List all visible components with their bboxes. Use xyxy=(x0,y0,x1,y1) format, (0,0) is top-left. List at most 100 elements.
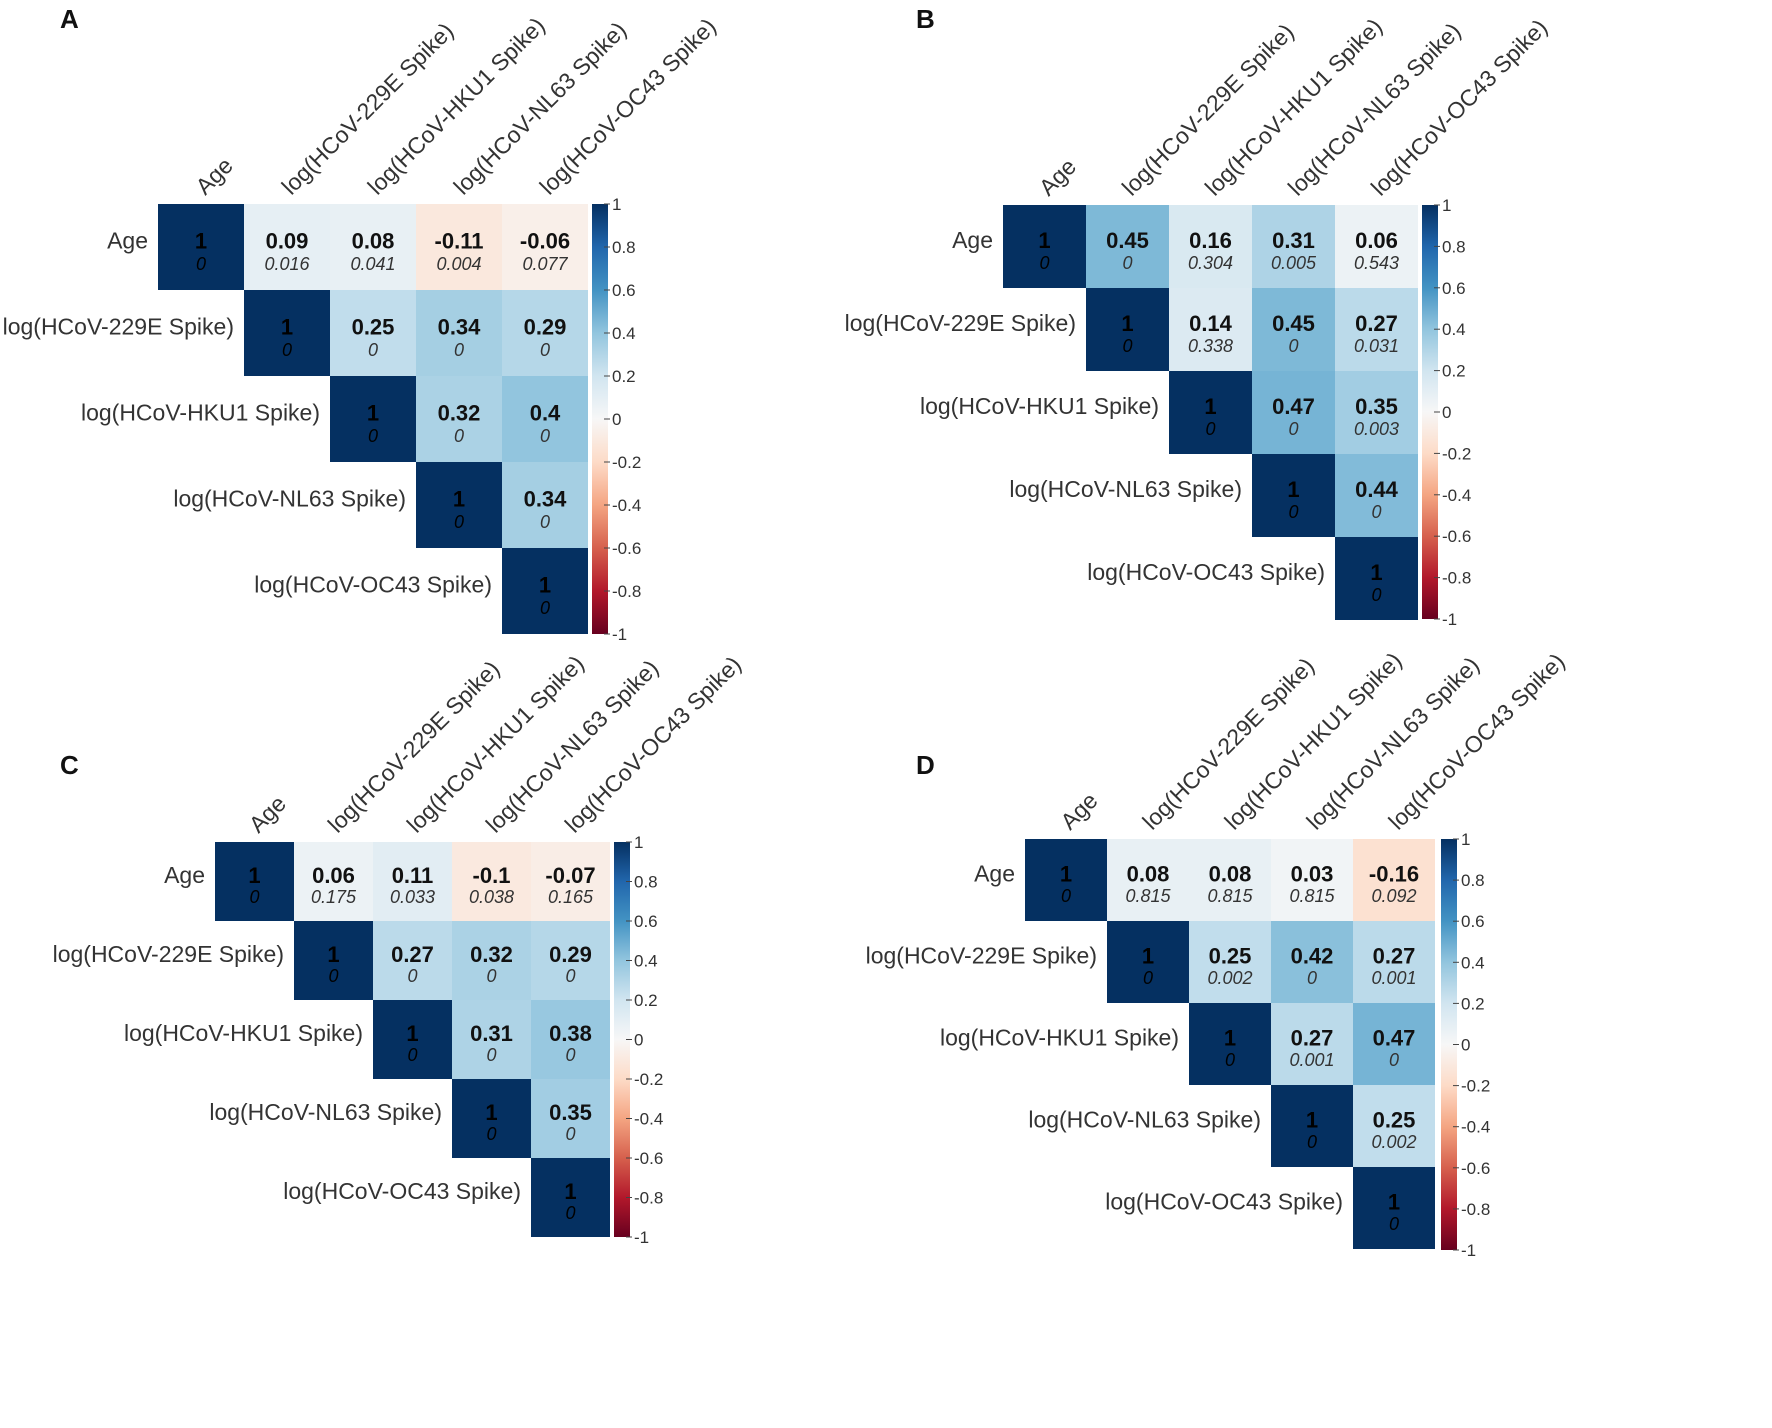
cell-value-label: 0.29 xyxy=(549,942,592,967)
cell-pvalue-label: 0.338 xyxy=(1188,336,1233,356)
cell-pvalue-label: 0 xyxy=(565,1203,575,1223)
row-label: log(HCoV-229E Spike) xyxy=(866,943,1097,969)
cell-value-label: 0.03 xyxy=(1291,862,1334,887)
cell-value-label: 0.31 xyxy=(470,1021,513,1046)
row-label: Age xyxy=(974,861,1015,887)
cell-value-label: -0.07 xyxy=(545,863,595,888)
cell-value-label: 0.47 xyxy=(1373,1026,1416,1051)
cell-pvalue-label: 0 xyxy=(1371,585,1381,605)
cell-value-label: 0.34 xyxy=(524,487,568,512)
cell-pvalue-label: 0 xyxy=(1371,502,1381,522)
heatmap-cell xyxy=(1271,1003,1353,1085)
cell-value-label: 1 xyxy=(1306,1108,1318,1133)
cell-pvalue-label: 0.002 xyxy=(1207,968,1252,988)
cell-pvalue-label: 0 xyxy=(1122,253,1132,273)
column-label: Age xyxy=(1034,153,1081,200)
heatmap-cell xyxy=(1335,454,1418,537)
cell-value-label: 0.27 xyxy=(1291,1026,1334,1051)
cell-value-label: 1 xyxy=(281,315,293,340)
cell-pvalue-label: 0 xyxy=(1039,253,1049,273)
row-label: log(HCoV-229E Spike) xyxy=(53,941,284,967)
colorbar-tick-label: 1 xyxy=(1442,196,1451,215)
colorbar-tick-label: 0.8 xyxy=(634,873,658,892)
column-label: Age xyxy=(190,152,237,199)
heatmap-cell xyxy=(1271,839,1353,921)
cell-pvalue-label: 0 xyxy=(454,426,464,446)
cell-pvalue-label: 0.002 xyxy=(1371,1132,1416,1152)
heatmap-cell xyxy=(531,1000,610,1079)
heatmap-cell xyxy=(373,842,452,921)
colorbar-tick-label: -0.8 xyxy=(634,1189,663,1208)
cell-value-label: 0.25 xyxy=(1209,944,1252,969)
colorbar-tick-label: -1 xyxy=(1461,1241,1476,1260)
cell-value-label: 0.08 xyxy=(352,229,395,254)
heatmap-a: 100.090.0160.080.041-0.110.004-0.060.077… xyxy=(3,12,721,644)
cell-value-label: 0.14 xyxy=(1189,311,1233,336)
cell-value-label: 1 xyxy=(367,401,379,426)
cell-pvalue-label: 0 xyxy=(328,966,338,986)
row-label: log(HCoV-229E Spike) xyxy=(845,310,1076,336)
heatmap-cell xyxy=(1086,205,1169,288)
heatmap-cell xyxy=(244,204,330,290)
cell-pvalue-label: 0 xyxy=(540,512,550,532)
heatmap-cell xyxy=(416,290,502,376)
colorbar-tick-label: -0.2 xyxy=(612,453,641,472)
cell-value-label: 0.45 xyxy=(1272,311,1315,336)
cell-pvalue-label: 0.001 xyxy=(1289,1050,1334,1070)
heatmap-cell xyxy=(1189,921,1271,1003)
colorbar-tick-label: -0.4 xyxy=(634,1110,663,1129)
cell-pvalue-label: 0.815 xyxy=(1207,886,1253,906)
cell-pvalue-label: 0 xyxy=(486,966,496,986)
heatmap-cell xyxy=(330,290,416,376)
cell-value-label: 0.35 xyxy=(1355,394,1398,419)
colorbar-tick-label: 0.2 xyxy=(1461,994,1485,1013)
cell-value-label: 1 xyxy=(1204,394,1216,419)
heatmap-cell xyxy=(1252,371,1335,454)
heatmap-cell xyxy=(502,376,588,462)
colorbar-tick-label: 0.2 xyxy=(612,367,636,386)
colorbar-tick-label: -0.6 xyxy=(1461,1159,1490,1178)
colorbar-tick-label: 0.8 xyxy=(1461,871,1485,890)
cell-pvalue-label: 0 xyxy=(565,1045,575,1065)
cell-value-label: 0.09 xyxy=(266,229,309,254)
colorbar xyxy=(1441,839,1457,1250)
cell-pvalue-label: 0 xyxy=(1061,886,1071,906)
cell-value-label: 1 xyxy=(327,942,339,967)
row-label: log(HCoV-NL63 Spike) xyxy=(173,486,406,512)
cell-pvalue-label: 0 xyxy=(196,254,206,274)
heatmap-cell xyxy=(1252,205,1335,288)
cell-value-label: -0.1 xyxy=(473,863,511,888)
heatmap-cell xyxy=(1003,205,1086,288)
colorbar-tick-label: 0.6 xyxy=(634,912,658,931)
cell-value-label: 0.34 xyxy=(438,315,482,340)
cell-pvalue-label: 0.038 xyxy=(469,887,514,907)
cell-value-label: 0.32 xyxy=(470,942,513,967)
column-label: Age xyxy=(1055,787,1102,834)
heatmap-cell xyxy=(416,376,502,462)
column-label: log(HCoV-OC43 Spike) xyxy=(534,13,721,200)
heatmap-cell xyxy=(1189,839,1271,921)
column-label: log(HCoV-229E Spike) xyxy=(276,18,458,200)
colorbar-tick-label: -0.4 xyxy=(1461,1118,1490,1137)
heatmap-cell xyxy=(1335,205,1418,288)
cell-pvalue-label: 0.005 xyxy=(1271,253,1317,273)
colorbar-tick-label: -0.2 xyxy=(634,1070,663,1089)
heatmap-cell xyxy=(294,921,373,1000)
cell-pvalue-label: 0 xyxy=(540,598,550,618)
panel-letter-b: B xyxy=(916,4,935,34)
heatmap-cell xyxy=(1252,288,1335,371)
colorbar-tick-label: -0.8 xyxy=(612,582,641,601)
cell-pvalue-label: 0 xyxy=(368,426,378,446)
cell-pvalue-label: 0 xyxy=(368,340,378,360)
heatmap-cell xyxy=(1271,1085,1353,1167)
colorbar-tick-label: -0.2 xyxy=(1461,1077,1490,1096)
row-label: log(HCoV-NL63 Spike) xyxy=(1028,1107,1261,1133)
colorbar-tick-label: -1 xyxy=(1442,610,1457,629)
colorbar-tick-label: -0.4 xyxy=(612,496,641,515)
colorbar-tick-label: -0.6 xyxy=(1442,527,1471,546)
heatmap-cell xyxy=(1335,288,1418,371)
cell-value-label: 1 xyxy=(1142,944,1154,969)
cell-pvalue-label: 0.092 xyxy=(1371,886,1416,906)
